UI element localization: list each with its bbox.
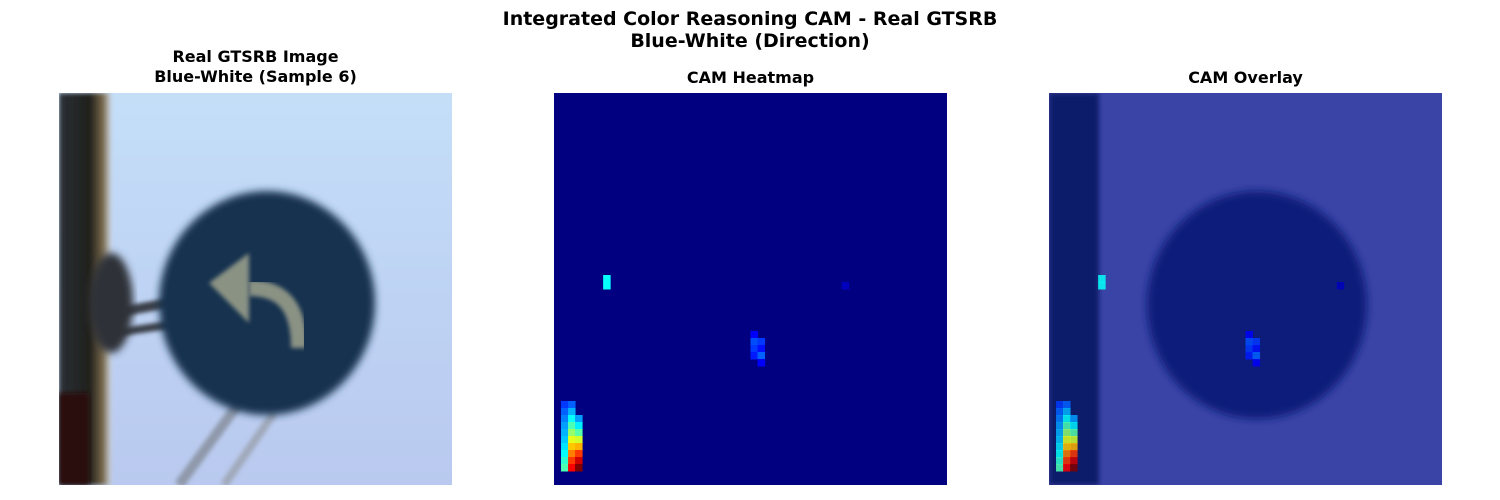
overlay-cell [1252, 352, 1261, 360]
cam-overlay [1049, 93, 1442, 485]
heatmap-cell [757, 352, 766, 360]
heatmap-cell [575, 436, 583, 444]
overlay-cell [1063, 457, 1071, 465]
overlay-cell [1098, 275, 1106, 283]
heatmap-cell [757, 345, 766, 353]
heatmap-cell [568, 415, 576, 423]
sign-circle [159, 191, 375, 415]
heatmap-cell [575, 450, 583, 458]
heatmap-cell [568, 443, 576, 451]
heatmap-cell [568, 436, 576, 444]
turn-left-arrow-icon [248, 280, 307, 349]
overlay-cell [1070, 443, 1078, 451]
overlay-cell [1245, 345, 1254, 353]
heatmap-cell [568, 408, 576, 416]
heatmap-background [554, 93, 947, 485]
overlay-cell [1252, 345, 1261, 353]
overlay-cell [1063, 450, 1071, 458]
heatmap-cell [561, 436, 569, 444]
overlay-cell [1070, 415, 1078, 423]
overlay-cell [1056, 436, 1064, 444]
heatmap-cell [561, 415, 569, 423]
overlay-cell [1056, 401, 1064, 409]
heatmap-cell [575, 457, 583, 465]
cam-heatmap [554, 93, 947, 485]
overlay-cell [1063, 436, 1071, 444]
figure-subtitle: Blue-White (Direction) [630, 30, 870, 52]
heatmap-canvas [554, 93, 947, 485]
real-gtsrb-image [59, 93, 452, 485]
heatmap-cell [757, 338, 766, 346]
overlay-cell [1245, 331, 1254, 339]
heatmap-cell [561, 464, 569, 472]
heatmap-cell [568, 422, 576, 430]
panel-3-title: CAM Overlay [1188, 68, 1303, 87]
overlay-cell [1063, 443, 1071, 451]
heatmap-cell [561, 422, 569, 430]
overlay-canvas [1049, 93, 1442, 485]
heatmap-cell [561, 429, 569, 437]
overlay-cell [1063, 422, 1071, 430]
heatmap-cell [561, 450, 569, 458]
overlay-cell [1070, 422, 1078, 430]
overlay-cell [1252, 338, 1261, 346]
overlay-cell [1056, 415, 1064, 423]
heatmap-cell [841, 282, 850, 290]
heatmap-cell [568, 464, 576, 472]
overlay-cell [1070, 457, 1078, 465]
heatmap-cell [568, 401, 576, 409]
panel-1-title: Real GTSRB Image [172, 47, 339, 66]
heatmap-cell [568, 457, 576, 465]
overlay-cell [1056, 429, 1064, 437]
heatmap-cell [750, 352, 759, 360]
heatmap-cell [750, 331, 759, 339]
heatmap-cell [568, 450, 576, 458]
overlay-cell [1063, 464, 1071, 472]
overlay-cell [1056, 450, 1064, 458]
heatmap-cell [561, 443, 569, 451]
heatmap-cell [575, 464, 583, 472]
overlay-cell [1245, 352, 1254, 360]
overlay-cell [1098, 282, 1106, 290]
sign-photo [59, 93, 452, 485]
figure-title: Integrated Color Reasoning CAM - Real GT… [502, 8, 998, 30]
heatmap-cell [575, 415, 583, 423]
panel-2-title: CAM Heatmap [686, 68, 815, 87]
heatmap-cell [575, 443, 583, 451]
overlay-cell [1056, 422, 1064, 430]
overlay-cell [1063, 408, 1071, 416]
heatmap-cell [561, 408, 569, 416]
heatmap-cell [750, 338, 759, 346]
overlay-cell [1063, 401, 1071, 409]
overlay-cell [1070, 436, 1078, 444]
panel-1-subtitle: Blue-White (Sample 6) [154, 67, 357, 86]
overlay-sign-circle [1147, 191, 1367, 419]
overlay-cell [1056, 443, 1064, 451]
heatmap-cell [757, 359, 766, 367]
overlay-cell [1063, 429, 1071, 437]
heatmap-cell [750, 345, 759, 353]
heatmap-cell [603, 282, 611, 290]
overlay-cell [1245, 338, 1254, 346]
heatmap-cell [561, 457, 569, 465]
overlay-cell [1056, 457, 1064, 465]
heatmap-cell [568, 429, 576, 437]
heatmap-cell [603, 275, 611, 283]
sign-bracket [89, 253, 133, 353]
overlay-cell [1056, 464, 1064, 472]
overlay-cell [1070, 464, 1078, 472]
overlay-cell [1070, 450, 1078, 458]
heatmap-cell [561, 401, 569, 409]
overlay-cell [1336, 282, 1345, 290]
heatmap-cell [575, 422, 583, 430]
overlay-cell [1056, 408, 1064, 416]
heatmap-cell [575, 429, 583, 437]
arrow-head [209, 253, 249, 323]
overlay-cell [1070, 429, 1078, 437]
overlay-cell [1063, 415, 1071, 423]
overlay-cell [1252, 359, 1261, 367]
